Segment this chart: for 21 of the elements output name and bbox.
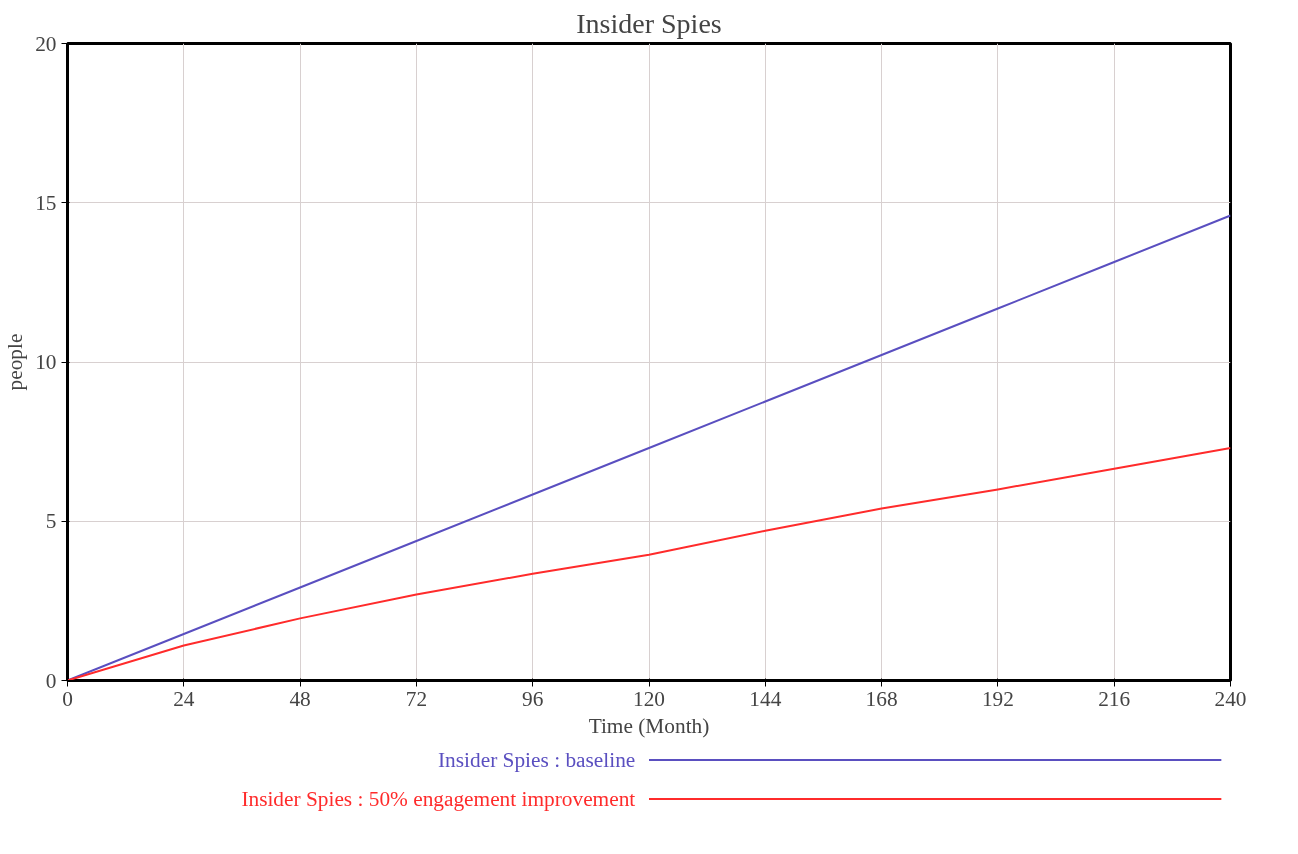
y-tick-label: 10 bbox=[35, 350, 57, 374]
x-tick-label: 120 bbox=[633, 686, 665, 711]
y-tick-label: 0 bbox=[45, 668, 57, 693]
x-tick-label: 168 bbox=[865, 686, 898, 711]
y-tick-label: 20 bbox=[35, 31, 57, 56]
x-tick-label: 24 bbox=[173, 686, 195, 711]
y-axis-title: people bbox=[3, 333, 28, 391]
x-tick-label: 0 bbox=[62, 686, 73, 711]
text: Insider Spies : 50% engagement improvement bbox=[241, 787, 636, 811]
x-tick-label: 216 bbox=[1098, 686, 1131, 711]
x-axis-title: Time (Month) bbox=[588, 713, 710, 738]
chart-title: Insider Spies bbox=[576, 7, 722, 39]
x-tick-label: 48 bbox=[289, 686, 311, 711]
x-tick-label: 72 bbox=[405, 686, 428, 711]
x-tick-label: 96 bbox=[522, 686, 544, 711]
y-tick-label: 5 bbox=[45, 509, 57, 534]
text: Insider Spies : baseline bbox=[438, 748, 636, 772]
y-tick-label: 15 bbox=[35, 190, 57, 215]
x-tick-label: 192 bbox=[981, 686, 1014, 711]
x-tick-label: 144 bbox=[749, 686, 782, 711]
x-tick-label: 240 bbox=[1214, 686, 1247, 711]
